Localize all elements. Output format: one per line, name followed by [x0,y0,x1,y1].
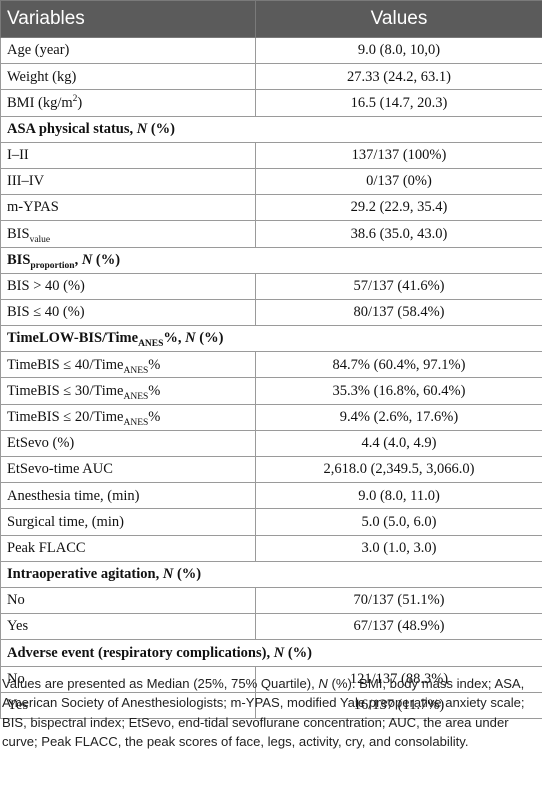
table-section-row: Adverse event (respiratory complications… [0,639,542,667]
table-row: TimeBIS ≤ 20/TimeANES% 9.4% (2.6%, 17.6%) [0,403,542,431]
row-value: 137/137 (100%) [255,141,542,169]
row-value: 57/137 (41.6%) [255,272,542,300]
row-label: TimeBIS ≤ 20/TimeANES% [0,403,256,431]
table-row: III–IV 0/137 (0%) [0,167,542,196]
row-value: 67/137 (48.9%) [255,613,542,641]
table-row: m-YPAS 29.2 (22.9, 35.4) [0,194,542,222]
row-label: Age (year) [0,36,256,65]
row-label: BIS ≤ 40 (%) [0,298,256,327]
table-row: No 70/137 (51.1%) [0,586,542,615]
table-body: Age (year) 9.0 (8.0, 10,0) Weight (kg) 27.3… [0,36,542,719]
table-row: Yes 67/137 (48.9%) [0,613,542,641]
row-label: BISvalue [0,220,256,248]
row-value: 80/137 (58.4%) [255,298,542,327]
row-value: 5.0 (5.0, 6.0) [255,508,542,536]
row-label: Weight (kg) [0,63,256,91]
row-value: 16/137 (11.7%) [255,691,542,719]
table-section-row: ASA physical status, N (%) [0,115,542,143]
row-label: Yes [0,613,256,641]
table-row: BIS > 40 (%) 57/137 (41.6%) [0,272,542,300]
row-value: 9.0 (8.0, 10,0) [255,36,542,65]
row-label: EtSevo-time AUC [0,455,256,484]
table-row: TimeBIS ≤ 40/TimeANES% 84.7% (60.4%, 97.1… [0,351,542,379]
row-value: 2,618.0 (2,349.5, 3,066.0) [255,455,542,484]
row-label: Anesthesia time, (min) [0,482,256,510]
table-row: Peak FLACC 3.0 (1.0, 3.0) [0,534,542,562]
table-section-row: TimeLOW-BIS/TimeANES%, N (%) [0,325,542,353]
table-section-row: Intraoperative agitation, N (%) [0,560,542,588]
table-section-row: BISproportion, N (%) [0,246,542,274]
table-row: BMI (kg/m2) 16.5 (14.7, 20.3) [0,89,542,117]
row-label: I–II [0,141,256,169]
row-label: Surgical time, (min) [0,508,256,536]
table-row: BISvalue 38.6 (35.0, 43.0) [0,220,542,248]
row-value: 3.0 (1.0, 3.0) [255,534,542,562]
row-label: BIS > 40 (%) [0,272,256,300]
table-row: Anesthesia time, (min) 9.0 (8.0, 11.0) [0,482,542,510]
table-row: Weight (kg) 27.33 (24.2, 63.1) [0,63,542,91]
section-label: Adverse event (respiratory complications… [0,639,542,667]
row-value: 27.33 (24.2, 63.1) [255,63,542,91]
section-label: Intraoperative agitation, N (%) [0,560,542,588]
row-label: No [0,586,256,615]
results-table-container: Variables Values Age (year) 9.0 (8.0, 10,… [0,0,542,719]
row-label: EtSevo (%) [0,429,256,458]
row-value: 9.4% (2.6%, 17.6%) [255,403,542,431]
table-footnote: Values are presented as Median (25%, 75%… [2,676,525,750]
row-value: 84.7% (60.4%, 97.1%) [255,351,542,379]
results-table: Variables Values Age (year) 9.0 (8.0, 10,… [0,0,542,719]
section-label: ASA physical status, N (%) [0,115,542,143]
row-value: 70/137 (51.1%) [255,586,542,615]
table-row: Surgical time, (min) 5.0 (5.0, 6.0) [0,508,542,536]
row-label: III–IV [0,167,256,196]
section-label: BISproportion, N (%) [0,246,542,274]
row-label: BMI (kg/m2) [0,89,256,117]
header-values: Values [255,0,542,38]
row-value: 38.6 (35.0, 43.0) [255,220,542,248]
row-label: Peak FLACC [0,534,256,562]
row-label: TimeBIS ≤ 40/TimeANES% [0,351,256,379]
table-row: BIS ≤ 40 (%) 80/137 (58.4%) [0,298,542,327]
row-value: 121/137 (88.3%) [255,665,542,693]
table-row: I–II 137/137 (100%) [0,141,542,169]
section-label: TimeLOW-BIS/TimeANES%, N (%) [0,325,542,353]
table-row: No 121/137 (88.3%) [0,665,542,693]
row-value: 16.5 (14.7, 20.3) [255,89,542,117]
row-value: 9.0 (8.0, 11.0) [255,482,542,510]
header-variables: Variables [0,0,256,38]
table-header-row: Variables Values [0,0,542,38]
row-label: m-YPAS [0,194,256,222]
row-value: 35.3% (16.8%, 60.4%) [255,377,542,405]
table-row: EtSevo-time AUC 2,618.0 (2,349.5, 3,066.0… [0,455,542,484]
row-value: 4.4 (4.0, 4.9) [255,429,542,458]
table-row: Age (year) 9.0 (8.0, 10,0) [0,36,542,65]
row-value: 0/137 (0%) [255,167,542,196]
row-value: 29.2 (22.9, 35.4) [255,194,542,222]
table-row: EtSevo (%) 4.4 (4.0, 4.9) [0,429,542,458]
table-row: Yes 16/137 (11.7%) [0,691,542,719]
row-label: TimeBIS ≤ 30/TimeANES% [0,377,256,405]
table-row: TimeBIS ≤ 30/TimeANES% 35.3% (16.8%, 60.4… [0,377,542,405]
